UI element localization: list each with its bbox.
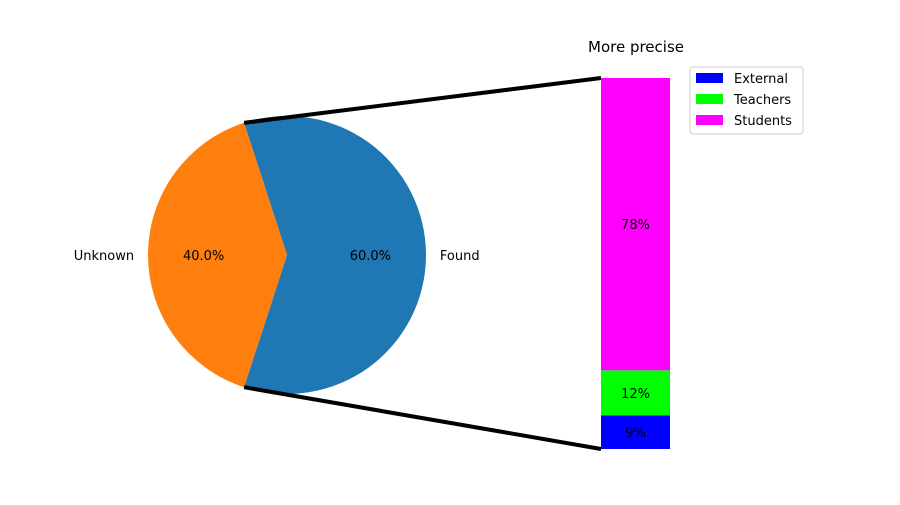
legend-swatch-students: [696, 115, 723, 125]
legend-swatch-external: [696, 73, 723, 83]
bar-label-external: 9%: [625, 426, 646, 441]
connector-lines: [243, 76, 602, 451]
connector-line-bottom: [243, 385, 602, 451]
pie-label-unknown: Unknown: [74, 249, 134, 264]
legend-label-external: External: [734, 72, 788, 87]
stacked-bar-chart: More precise 9% 12% 78%: [588, 38, 684, 449]
legend-swatch-teachers: [696, 94, 723, 104]
pie-pct-label-unknown: 40.0%: [183, 249, 224, 264]
pie-pct-label-found: 60.0%: [350, 249, 391, 264]
bar-segment-external: [601, 415, 670, 449]
legend-label-teachers: Teachers: [733, 93, 791, 108]
bar-segment-students: [601, 78, 670, 371]
bar-chart-title: More precise: [588, 38, 684, 56]
bar-segment-teachers: [601, 370, 670, 416]
legend: External Teachers Students: [689, 66, 804, 135]
legend-label-students: Students: [734, 114, 792, 129]
bar-label-students: 78%: [621, 218, 650, 233]
pie-chart: 60.0% Found 40.0% Unknown: [74, 116, 480, 395]
pie-slice-found: [244, 116, 426, 395]
pie-slice-unknown: [148, 122, 287, 388]
pie-label-found: Found: [440, 249, 480, 264]
bar-label-teachers: 12%: [621, 387, 650, 402]
connector-line-top: [243, 76, 602, 125]
